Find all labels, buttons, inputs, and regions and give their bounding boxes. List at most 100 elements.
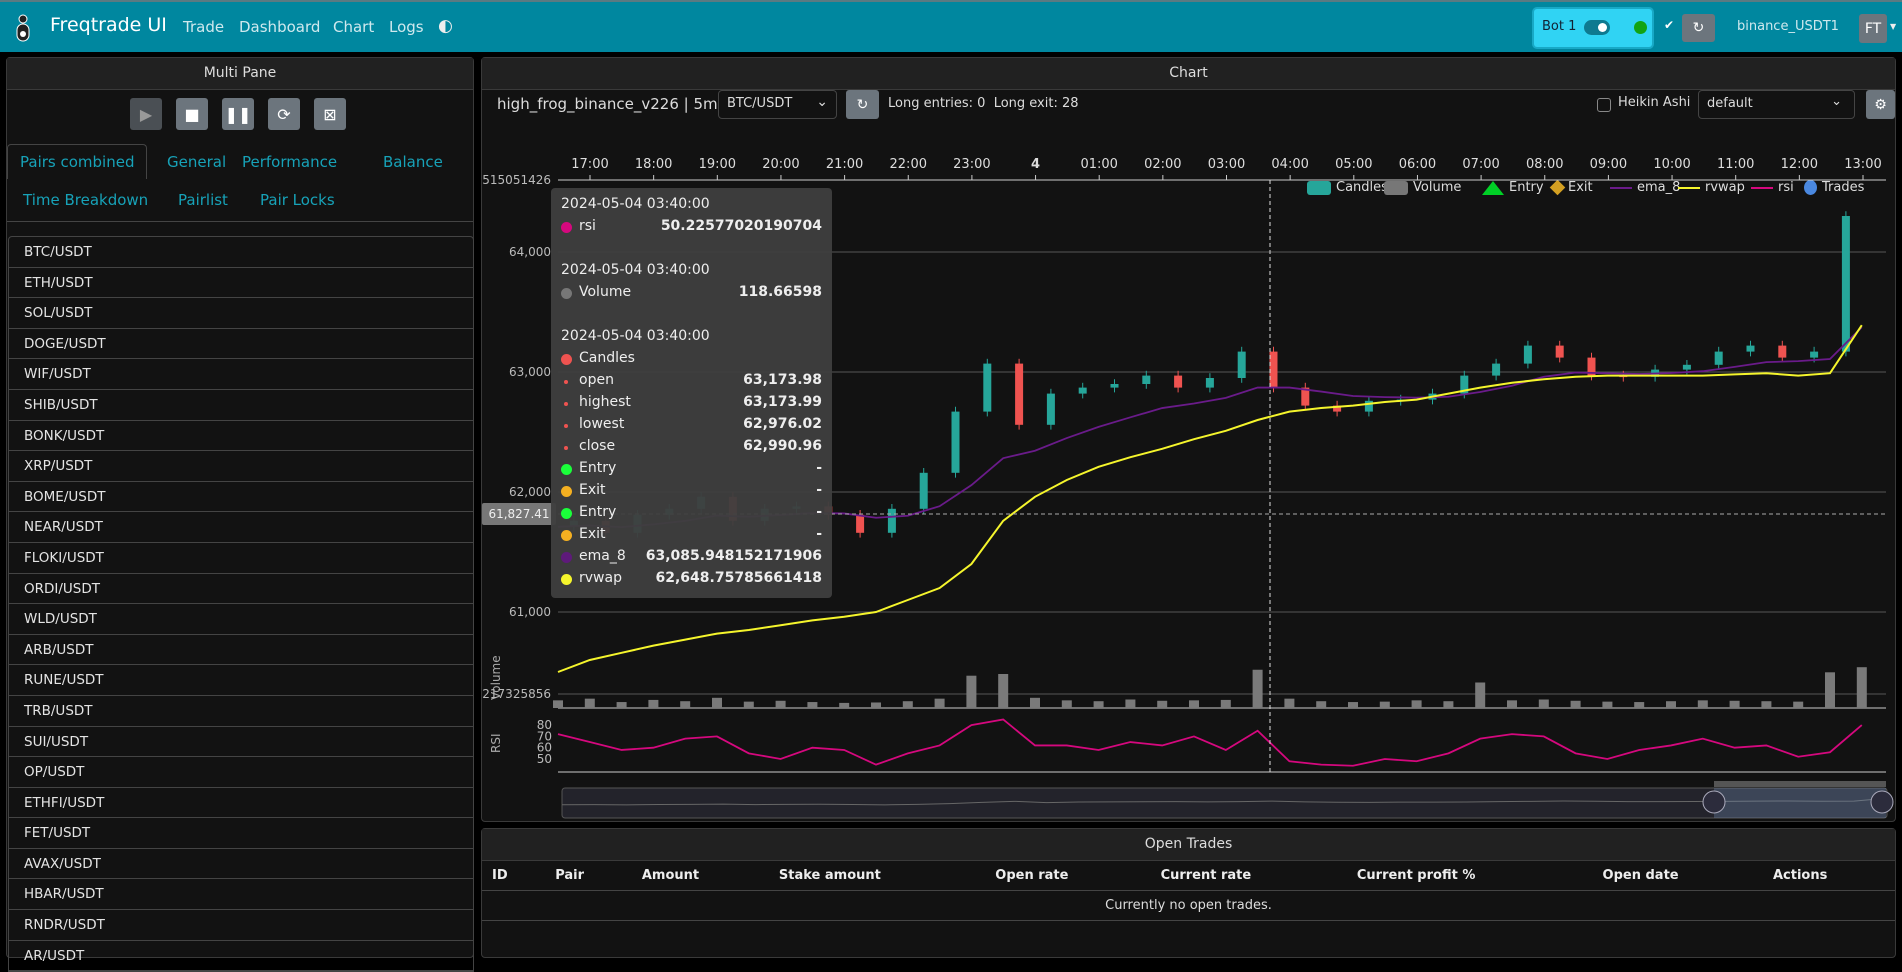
- legend-item-trades[interactable]: Trades: [1804, 180, 1864, 195]
- pause-button[interactable]: ❚❚: [222, 98, 254, 130]
- brand-title[interactable]: Freqtrade UI: [50, 14, 167, 36]
- reload-button[interactable]: ⟳: [268, 98, 300, 130]
- column-header[interactable]: Open date: [1592, 861, 1763, 891]
- volume-bar: [1507, 700, 1517, 708]
- legend-item-exit[interactable]: Exit: [1549, 179, 1593, 196]
- tooltip-row: Volume 118.66598: [561, 284, 822, 304]
- nav-logs[interactable]: Logs: [389, 18, 424, 36]
- legend-item-rsi[interactable]: rsi: [1751, 180, 1794, 195]
- pair-list-item[interactable]: ETH/USDT: [9, 268, 473, 299]
- nav-chart[interactable]: Chart: [333, 18, 375, 36]
- rsi-tick-label: 70: [537, 729, 552, 743]
- pair-list-item[interactable]: ARB/USDT: [9, 635, 473, 666]
- pair-list-item[interactable]: HBAR/USDT: [9, 879, 473, 911]
- pair-list-item[interactable]: AVAX/USDT: [9, 849, 473, 880]
- y-tick-label: 62,000: [509, 485, 551, 499]
- legend-item-entry[interactable]: Entry: [1482, 180, 1544, 195]
- force-exit-all-button[interactable]: ⊠: [314, 98, 346, 130]
- legend-item-volume[interactable]: Volume: [1384, 180, 1461, 195]
- data-zoom-handle[interactable]: [1870, 790, 1894, 814]
- pair-list-item[interactable]: BTC/USDT: [9, 237, 473, 268]
- tab-time-breakdown[interactable]: Time Breakdown: [23, 191, 149, 209]
- pair-list-item[interactable]: FLOKI/USDT: [9, 543, 473, 574]
- heikin-ashi-checkbox[interactable]: [1597, 98, 1611, 112]
- column-header[interactable]: Open rate: [985, 861, 1151, 891]
- tab-pairs-combined[interactable]: Pairs combined: [7, 144, 148, 179]
- pair-list-item[interactable]: DOGE/USDT: [9, 329, 473, 360]
- x-tick-label: 11:00: [1717, 157, 1754, 172]
- data-zoom-handle[interactable]: [1702, 790, 1726, 814]
- volume-bar: [1729, 700, 1740, 708]
- x-tick-label: 12:00: [1781, 157, 1818, 172]
- caret-down-icon[interactable]: ▼: [1890, 22, 1897, 31]
- pair-list-item[interactable]: RUNE/USDT: [9, 665, 473, 696]
- pair-list-item[interactable]: ETHFI/USDT: [9, 788, 473, 819]
- tab-pair-locks[interactable]: Pair Locks: [260, 191, 335, 209]
- pair-list-item[interactable]: ORDI/USDT: [9, 574, 473, 605]
- plot-settings-button[interactable]: ⚙: [1866, 90, 1895, 119]
- pair-list-item[interactable]: XRP/USDT: [9, 451, 473, 482]
- candle: [1523, 345, 1532, 364]
- column-header[interactable]: Actions: [1762, 861, 1895, 891]
- legend-label: ema_8: [1637, 180, 1681, 195]
- rsi-tick-label: 50: [537, 752, 552, 766]
- theme-toggle-icon[interactable]: ◐: [438, 16, 453, 36]
- nav-dashboard[interactable]: Dashboard: [239, 18, 321, 36]
- y-tick-label: 63,000: [509, 365, 551, 379]
- tab-balance[interactable]: Balance: [383, 153, 443, 171]
- volume-bar: [1761, 701, 1772, 708]
- legend-swatch-icon: [1678, 186, 1700, 189]
- pair-list-item[interactable]: NEAR/USDT: [9, 512, 473, 543]
- bot-selector[interactable]: Bot 1: [1534, 9, 1652, 47]
- pair-list-item[interactable]: BOME/USDT: [9, 482, 473, 513]
- nav-trade[interactable]: Trade: [183, 18, 225, 36]
- stop-button[interactable]: ■: [176, 98, 208, 130]
- series-marker-icon: [561, 222, 572, 233]
- refresh-chart-button[interactable]: ↻: [846, 90, 879, 119]
- column-header[interactable]: ID: [482, 861, 546, 891]
- pair-select[interactable]: BTC/USDT ⌄: [718, 90, 837, 119]
- volume-bar: [902, 701, 913, 708]
- column-header[interactable]: Current profit %: [1346, 861, 1593, 891]
- refresh-button[interactable]: ↻: [1682, 14, 1715, 42]
- tab-pairlist[interactable]: Pairlist: [178, 191, 228, 209]
- tab-general[interactable]: General: [167, 153, 227, 171]
- volume-bar: [839, 702, 850, 708]
- legend-swatch-icon: [1307, 180, 1331, 195]
- x-tick-label: 05:00: [1335, 157, 1372, 172]
- tooltip-value: 63,173.99: [743, 394, 822, 410]
- pair-list-item[interactable]: RNDR/USDT: [9, 910, 473, 941]
- pair-list-item[interactable]: WIF/USDT: [9, 359, 473, 390]
- candle: [1841, 216, 1850, 352]
- pair-list-item[interactable]: SOL/USDT: [9, 298, 473, 329]
- column-header[interactable]: Pair: [545, 861, 632, 891]
- legend-item-ema-8[interactable]: ema_8: [1610, 180, 1680, 195]
- data-zoom-preview-line: [561, 797, 1887, 806]
- tab-performance[interactable]: Performance: [242, 153, 338, 171]
- pair-list-item[interactable]: SUI/USDT: [9, 727, 473, 758]
- column-header[interactable]: Amount: [631, 861, 769, 891]
- tooltip-value: 62,976.02: [743, 416, 822, 432]
- pair-list-item[interactable]: TRB/USDT: [9, 696, 473, 727]
- plot-config-select[interactable]: default ⌄: [1698, 90, 1855, 119]
- candle: [1269, 351, 1278, 388]
- column-header[interactable]: Stake amount: [768, 861, 986, 891]
- pair-list-item[interactable]: OP/USDT: [9, 757, 473, 788]
- bot-status-dot: [1634, 21, 1647, 34]
- pair-list-item[interactable]: FET/USDT: [9, 818, 473, 849]
- pair-list-item[interactable]: BONK/USDT: [9, 421, 473, 452]
- user-menu[interactable]: FT: [1859, 14, 1887, 43]
- legend-item-candles[interactable]: Candles: [1307, 180, 1388, 195]
- start-button[interactable]: ▶: [130, 98, 162, 130]
- legend-swatch-icon: [1751, 186, 1773, 189]
- navbar: Freqtrade UI Trade Dashboard Chart Logs …: [0, 0, 1902, 52]
- volume-bar: [584, 698, 595, 708]
- pair-list-item[interactable]: WLD/USDT: [9, 604, 473, 635]
- bot-toggle[interactable]: [1584, 20, 1610, 35]
- series-marker-icon: [561, 288, 572, 299]
- legend-item-rvwap[interactable]: rvwap: [1678, 180, 1745, 195]
- column-header[interactable]: Current rate: [1150, 861, 1347, 891]
- freqtrade-logo[interactable]: [12, 13, 34, 43]
- pair-list-item[interactable]: SHIB/USDT: [9, 390, 473, 421]
